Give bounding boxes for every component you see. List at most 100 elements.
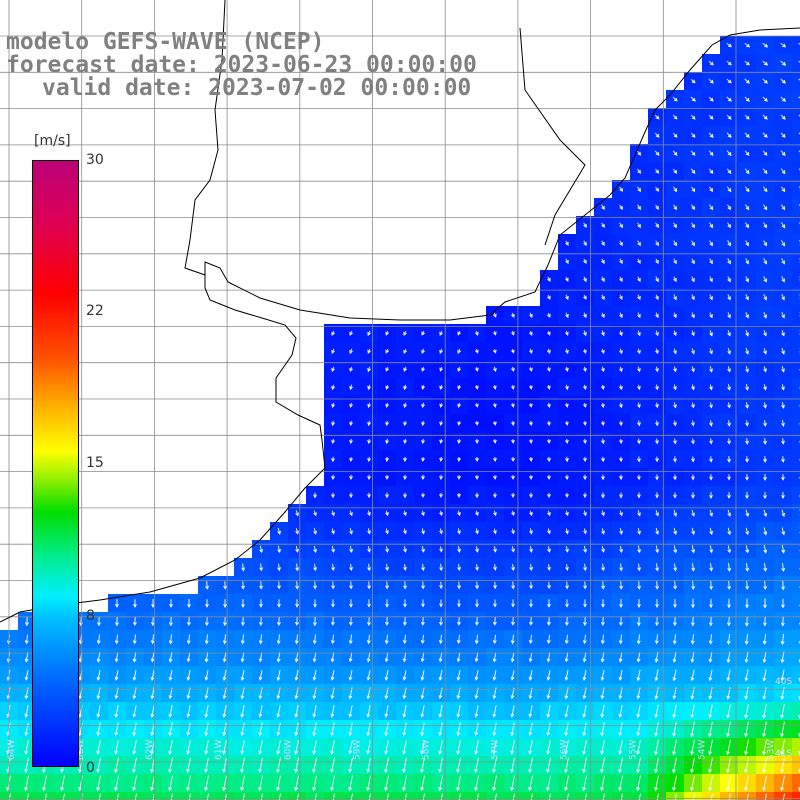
wind-arrow	[600, 669, 605, 682]
wind-arrow	[96, 775, 101, 792]
wind-arrow	[457, 402, 462, 408]
wind-arrow	[564, 775, 569, 792]
wind-arrow	[601, 510, 605, 517]
wind-arrow	[690, 757, 695, 774]
wind-arrow	[439, 384, 444, 390]
wind-arrow	[404, 793, 407, 800]
wind-arrow	[672, 616, 677, 627]
wind-arrow	[673, 545, 678, 554]
wind-arrow	[673, 312, 677, 319]
wind-arrow	[601, 438, 605, 445]
wind-arrow	[330, 652, 335, 663]
wind-arrow	[385, 438, 389, 445]
wind-arrow	[420, 616, 425, 626]
wind-arrow	[762, 739, 767, 756]
wind-arrow	[474, 348, 479, 354]
wind-arrow	[781, 474, 785, 481]
wind-arrow	[349, 492, 353, 499]
wind-arrow	[746, 793, 749, 800]
wind-arrow	[348, 652, 353, 663]
wind-arrow	[492, 740, 497, 755]
wind-arrow	[654, 652, 659, 663]
wind-arrow	[691, 527, 696, 536]
wind-arrow	[366, 722, 371, 737]
lon-label: 57W	[490, 740, 500, 760]
wind-arrow	[619, 330, 623, 337]
wind-arrow	[312, 775, 317, 792]
wind-arrow	[456, 669, 461, 681]
wind-cell	[792, 792, 800, 800]
wind-arrow	[780, 703, 785, 719]
wind-arrow	[134, 793, 137, 800]
wind-arrow	[781, 384, 785, 391]
wind-arrow	[546, 348, 551, 355]
wind-arrow	[384, 652, 389, 663]
wind-arrow	[168, 616, 173, 627]
wind-arrow	[331, 599, 335, 608]
wind-arrow	[583, 420, 587, 426]
wind-arrow	[529, 546, 533, 553]
wind-arrow	[726, 721, 731, 738]
wind-cell	[252, 792, 271, 800]
wind-arrow	[709, 240, 713, 247]
wind-arrow	[564, 616, 569, 627]
wind-cell	[54, 792, 73, 800]
wind-arrow	[564, 403, 569, 408]
wind-arrow	[655, 258, 659, 265]
wind-arrow	[474, 705, 479, 718]
wind-arrow	[276, 722, 281, 737]
wind-arrow	[690, 78, 696, 84]
wind-arrow	[636, 704, 641, 719]
wind-arrow	[439, 599, 443, 608]
wind-arrow	[474, 775, 479, 792]
wind-arrow	[781, 492, 785, 499]
wind-arrow	[475, 510, 479, 517]
wind-arrow	[439, 474, 443, 481]
wind-arrow	[384, 722, 389, 737]
wind-cell	[594, 792, 613, 800]
wind-arrow	[781, 456, 785, 463]
wind-arrow	[240, 616, 245, 627]
wind-arrow	[492, 421, 497, 426]
wind-cell	[792, 396, 800, 415]
wind-arrow	[637, 438, 641, 445]
wind-arrow	[475, 581, 480, 590]
wind-cell	[792, 414, 800, 433]
wind-arrow	[403, 546, 407, 553]
wind-arrow	[547, 528, 551, 535]
wind-arrow	[313, 545, 318, 554]
wind-arrow	[224, 793, 227, 800]
wind-arrow	[762, 775, 767, 792]
wind-arrow	[24, 705, 29, 718]
wind-arrow	[637, 420, 641, 427]
wind-cell	[792, 378, 800, 397]
wind-arrow	[547, 510, 551, 517]
wind-arrow	[672, 634, 677, 645]
wind-arrow	[385, 492, 389, 499]
wind-arrow	[403, 402, 407, 409]
wind-arrow	[709, 456, 713, 463]
wind-arrow	[636, 669, 641, 682]
wind-arrow	[367, 474, 371, 481]
wind-arrow	[745, 491, 749, 500]
wind-arrow	[654, 669, 659, 682]
wind-arrow	[420, 670, 425, 681]
wind-arrow	[654, 775, 659, 792]
wind-arrow	[654, 150, 660, 156]
wind-arrow	[439, 439, 443, 444]
wind-arrow	[727, 366, 731, 373]
wind-arrow	[186, 775, 191, 792]
wind-arrow	[349, 348, 353, 355]
wind-arrow	[295, 563, 300, 572]
colorbar-tick-15: 15	[86, 455, 104, 471]
wind-arrow	[673, 348, 677, 355]
wind-arrow	[44, 793, 47, 800]
wind-arrow	[456, 775, 461, 792]
wind-arrow	[439, 456, 443, 462]
wind-arrow	[348, 705, 353, 718]
wind-arrow	[655, 168, 660, 174]
wind-arrow	[781, 366, 785, 373]
wind-arrow	[726, 60, 732, 66]
wind-arrow	[601, 402, 605, 409]
